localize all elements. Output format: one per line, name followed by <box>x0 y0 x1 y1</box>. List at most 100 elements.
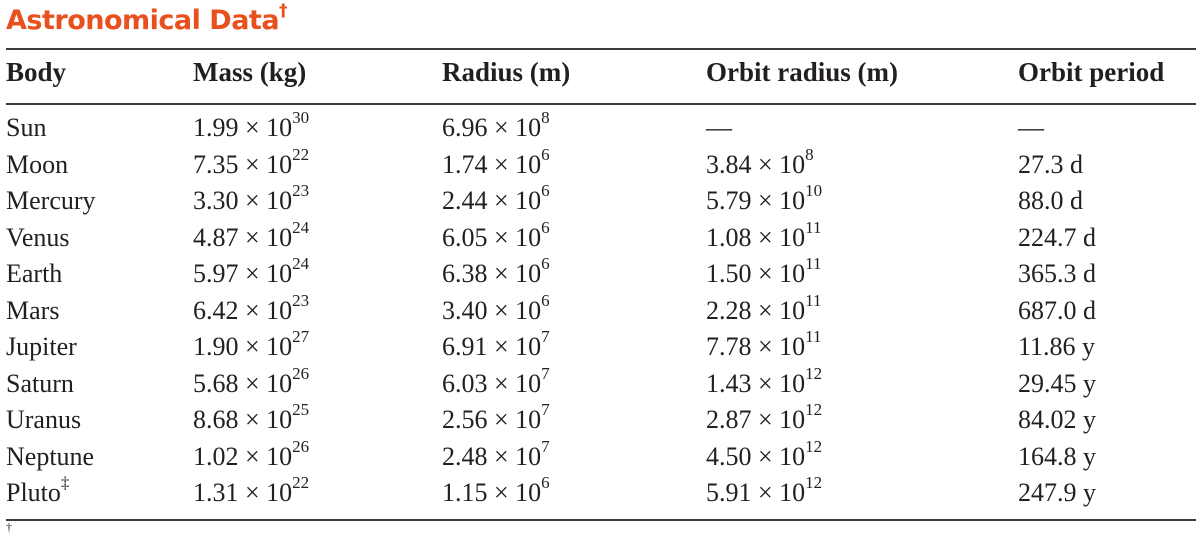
table-row: Pluto‡ 1.31 × 1022 1.15 × 106 5.91 × 1012 24… <box>0 474 1196 515</box>
orbit-mantissa: 5.91 × 10 <box>706 478 806 507</box>
mass-exponent: 26 <box>292 363 310 383</box>
cell-radius: 6.03 × 107 <box>442 365 550 399</box>
mass-exponent: 22 <box>292 144 310 164</box>
orbit-exponent: 12 <box>805 473 823 493</box>
cell-mass: 6.42 × 1023 <box>193 292 309 326</box>
cell-body: Uranus <box>6 405 81 435</box>
col-header-radius: Radius (m) <box>442 57 571 87</box>
orbit-mantissa: — <box>706 113 732 142</box>
orbit-mantissa: 3.84 × 10 <box>706 149 806 179</box>
body-name: Moon <box>6 149 69 179</box>
body-name: Venus <box>6 222 70 252</box>
table-row: Moon 7.35 × 1022 1.74 × 106 3.84 × 108 27.3 … <box>0 146 1196 187</box>
table-row: Sun 1.99 × 1030 6.96 × 108 — — <box>0 109 1196 150</box>
orbit-exponent: 12 <box>805 400 823 420</box>
cell-mass: 1.02 × 1026 <box>193 438 309 472</box>
table-row: Mars 6.42 × 1023 3.40 × 106 2.28 × 1011 687.… <box>0 292 1196 333</box>
body-name: Neptune <box>6 441 95 471</box>
table-row: Mercury 3.30 × 1023 2.44 × 106 5.79 × 1010 8… <box>0 182 1196 223</box>
cell-orbit-radius: 2.28 × 1011 <box>706 292 822 326</box>
cell-mass: 1.31 × 1022 <box>193 474 309 508</box>
col-header-orbit-period: Orbit period <box>1018 57 1165 87</box>
radius-mantissa: 6.96 × 10 <box>442 113 542 142</box>
orbit-exponent: 8 <box>805 144 814 164</box>
orbit-mantissa: 5.79 × 10 <box>706 186 806 215</box>
cell-orbit-radius: 5.79 × 1010 <box>706 182 822 216</box>
radius-mantissa: 1.15 × 10 <box>442 478 542 507</box>
cell-radius: 6.05 × 106 <box>442 219 550 253</box>
mass-mantissa: 3.30 × 10 <box>193 186 293 215</box>
cell-radius: 2.56 × 107 <box>442 401 550 435</box>
orbit-mantissa: 1.43 × 10 <box>706 368 806 398</box>
cell-orbit-period: 88.0 d <box>1018 186 1083 215</box>
orbit-exponent: 12 <box>805 363 823 383</box>
cell-orbit-radius: 3.84 × 108 <box>706 146 814 180</box>
cell-orbit-period: 687.0 d <box>1018 295 1096 325</box>
mass-exponent: 25 <box>292 400 310 420</box>
table-row: Jupiter 1.90 × 1027 6.91 × 107 7.78 × 1011 1… <box>0 328 1196 369</box>
radius-mantissa: 6.38 × 10 <box>442 259 542 288</box>
table-title: Astronomical Data† <box>6 1 288 36</box>
cell-radius: 2.48 × 107 <box>442 438 550 472</box>
mass-exponent: 24 <box>292 254 310 274</box>
cell-orbit-period: 84.02 y <box>1018 405 1096 434</box>
radius-exponent: 6 <box>541 254 550 274</box>
radius-exponent: 8 <box>541 108 550 128</box>
radius-mantissa: 6.05 × 10 <box>442 222 542 252</box>
radius-exponent: 6 <box>541 144 550 164</box>
orbit-mantissa: 2.28 × 10 <box>706 295 806 325</box>
cell-orbit-radius: 1.43 × 1012 <box>706 365 822 399</box>
col-header-body: Body <box>6 57 67 87</box>
mass-exponent: 26 <box>292 436 310 456</box>
cell-mass: 7.35 × 1022 <box>193 146 309 180</box>
body-name: Pluto <box>6 478 61 507</box>
cell-mass: 1.90 × 1027 <box>193 328 309 362</box>
radius-exponent: 6 <box>541 217 550 237</box>
table-row: Venus 4.87 × 1024 6.05 × 106 1.08 × 1011 224… <box>0 219 1196 260</box>
radius-mantissa: 6.91 × 10 <box>442 332 542 361</box>
radius-exponent: 6 <box>541 290 550 310</box>
title-text: Astronomical Data <box>6 5 280 36</box>
cell-body: Neptune <box>6 442 94 472</box>
body-footnote-mark: ‡ <box>60 473 70 493</box>
mass-mantissa: 1.99 × 10 <box>193 113 293 142</box>
body-name: Mars <box>6 295 60 325</box>
cell-orbit-period: — <box>1018 113 1044 142</box>
cell-radius: 6.96 × 108 <box>442 109 550 143</box>
col-header-orbit-radius: Orbit radius (m) <box>706 57 898 87</box>
mass-mantissa: 1.90 × 10 <box>193 332 293 361</box>
radius-exponent: 7 <box>541 436 550 456</box>
orbit-exponent: 11 <box>805 327 822 347</box>
orbit-exponent: 11 <box>805 217 822 237</box>
radius-mantissa: 2.56 × 10 <box>442 405 542 434</box>
body-name: Saturn <box>6 368 74 398</box>
orbit-exponent: 10 <box>805 181 823 201</box>
cell-body: Sun <box>6 113 46 143</box>
radius-mantissa: 2.48 × 10 <box>442 441 542 471</box>
cell-mass: 5.97 × 1024 <box>193 255 309 289</box>
orbit-exponent: 11 <box>805 290 822 310</box>
body-name: Jupiter <box>6 332 77 361</box>
cell-body: Venus <box>6 223 70 253</box>
body-name: Mercury <box>6 186 96 215</box>
body-name: Uranus <box>6 405 82 434</box>
cell-body: Saturn <box>6 369 74 399</box>
orbit-mantissa: 7.78 × 10 <box>706 332 806 361</box>
table-row: Earth 5.97 × 1024 6.38 × 106 1.50 × 1011 365… <box>0 255 1196 296</box>
radius-mantissa: 1.74 × 10 <box>442 149 542 179</box>
cell-orbit-period: 27.3 d <box>1018 149 1083 179</box>
col-header-mass: Mass (kg) <box>193 57 307 87</box>
table-row: Uranus 8.68 × 1025 2.56 × 107 2.87 × 1012 84… <box>0 401 1196 442</box>
radius-exponent: 7 <box>541 400 550 420</box>
cell-mass: 5.68 × 1026 <box>193 365 309 399</box>
cell-radius: 1.15 × 106 <box>442 474 550 508</box>
mass-mantissa: 4.87 × 10 <box>193 222 293 252</box>
table-row: Saturn 5.68 × 1026 6.03 × 107 1.43 × 1012 29… <box>0 365 1196 406</box>
mass-exponent: 23 <box>292 290 310 310</box>
cell-orbit-radius: 5.91 × 1012 <box>706 474 822 508</box>
mass-mantissa: 6.42 × 10 <box>193 295 293 325</box>
cell-body: Mars <box>6 296 59 326</box>
cell-orbit-period: 247.9 y <box>1018 478 1096 507</box>
mass-mantissa: 5.68 × 10 <box>193 368 293 398</box>
mass-exponent: 23 <box>292 181 310 201</box>
